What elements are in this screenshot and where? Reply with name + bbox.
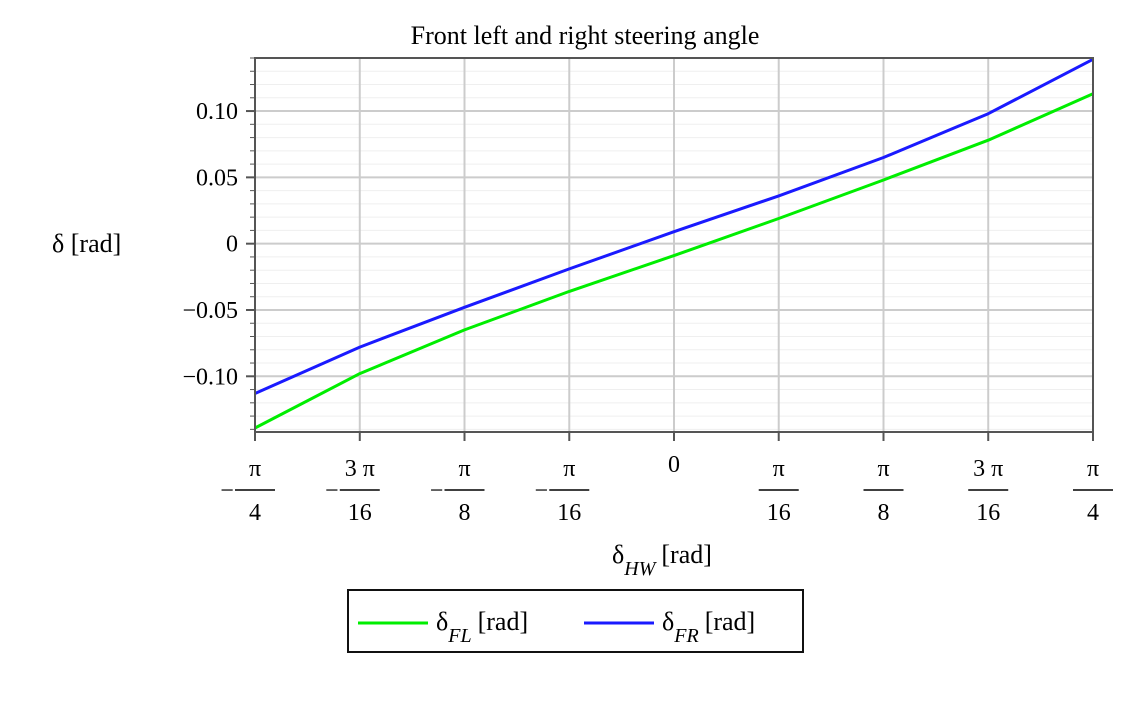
legend-box [347,589,804,653]
x-axis-label-sub: HW [623,558,657,580]
x-tick-sign: − [430,478,444,504]
x-tick-numerator: π [563,456,575,482]
x-tick-denominator: 8 [459,500,471,526]
x-tick-denominator: 16 [976,500,1000,526]
y-tick-label: 0.10 [196,99,238,125]
y-tick-label: −0.05 [182,298,238,324]
y-tick-label: −0.10 [182,364,238,390]
x-tick-numerator: 3 π [345,456,375,482]
y-axis-label: δ [rad] [52,229,121,258]
x-tick-numerator: π [1087,456,1099,482]
legend: δFL [rad] δFR [rad] [347,589,804,653]
x-tick-denominator: 16 [557,500,581,526]
x-tick-denominator: 8 [878,500,890,526]
series-line-fl [254,92,1094,430]
y-tick-label: 0.05 [196,165,238,191]
x-tick-sign: − [325,478,339,504]
legend-label-fl: δFL [rad] [436,607,528,647]
x-tick-label: 0 [668,452,680,478]
legend-label-fr: δFR [rad] [662,607,755,647]
series-line-fr [254,57,1094,395]
x-tick-sign: − [535,478,549,504]
x-tick-numerator: π [877,456,889,482]
y-axis-ticks: −0.10 −0.05 0 0.05 0.10 [182,57,255,430]
x-tick-denominator: 4 [249,500,261,526]
chart-title: Front left and right steering angle [411,21,760,50]
x-tick-numerator: π [773,456,785,482]
grid-major [254,58,1094,432]
series-layer [254,57,1094,430]
x-axis-label-symbol: δ [612,540,624,569]
x-tick-numerator: 3 π [973,456,1003,482]
y-tick-label: 0 [226,232,238,258]
x-axis-label-unit: [rad] [661,540,712,569]
x-tick-denominator: 4 [1087,500,1099,526]
x-tick-sign: − [220,478,234,504]
x-tick-denominator: 16 [348,500,372,526]
x-tick-numerator: π [458,456,470,482]
x-axis-label: δHW [rad] [612,540,712,580]
x-tick-numerator: π [249,456,261,482]
x-tick-denominator: 16 [767,500,791,526]
